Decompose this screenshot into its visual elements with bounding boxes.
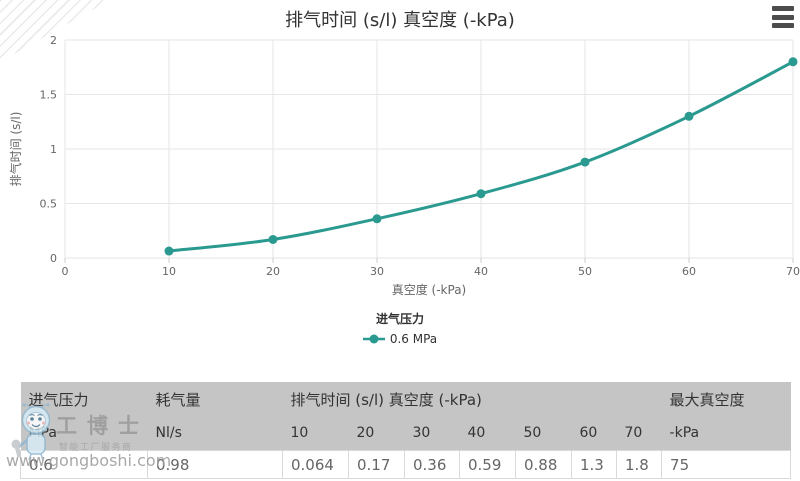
table-header-cell: 最大真空度 <box>661 382 791 416</box>
chart-context-menu-button[interactable] <box>770 5 796 29</box>
table-cell: 0.17 <box>348 450 405 479</box>
spec-table-wrap: 进气压力 耗气量 排气时间 (s/l) 真空度 (-kPa) 最大真空度 MPa Nl/s… <box>20 382 792 479</box>
svg-text:0: 0 <box>50 252 57 265</box>
table-subheader-cell: -kPa <box>661 416 791 451</box>
table-header-cell: 耗气量 <box>147 382 283 416</box>
table-cell: 0.064 <box>282 450 349 479</box>
table-header-cell: 排气时间 (s/l) 真空度 (-kPa) <box>282 382 662 416</box>
table-subheader-cell: MPa <box>20 416 148 451</box>
x-axis-title: 真空度 (-kPa) <box>391 283 467 297</box>
table-subheader-cell: 40 <box>459 416 516 451</box>
svg-text:40: 40 <box>474 265 488 278</box>
svg-text:1: 1 <box>50 143 57 156</box>
svg-text:50: 50 <box>578 265 592 278</box>
legend-marker-icon <box>362 334 385 344</box>
table-subheader-cell: 20 <box>348 416 405 451</box>
chart-title: 排气时间 (s/l) 真空度 (-kPa) <box>285 10 515 31</box>
svg-text:30: 30 <box>370 265 384 278</box>
legend-item-label: 0.6 MPa <box>389 332 438 346</box>
svg-text:20: 20 <box>266 265 280 278</box>
table-subheader-cell: Nl/s <box>147 416 283 451</box>
legend: 进气压力 0.6 MPa <box>0 310 800 346</box>
table-cell: 0.98 <box>147 450 283 479</box>
table-cell: 0.6 <box>20 450 148 479</box>
svg-text:0.5: 0.5 <box>40 198 58 211</box>
table-cell: 1.8 <box>615 450 663 479</box>
table-cell: 1.3 <box>571 450 617 479</box>
table-cell: 0.36 <box>404 450 460 479</box>
table-subheader-cell: 60 <box>571 416 617 451</box>
table-header-cell: 进气压力 <box>20 382 148 416</box>
legend-title: 进气压力 <box>375 312 424 326</box>
svg-text:1.5: 1.5 <box>40 89 58 102</box>
svg-text:60: 60 <box>682 265 696 278</box>
table-row: 0.6 0.98 0.064 0.17 0.36 0.59 0.88 1.3 1.8 75 <box>20 450 792 479</box>
svg-text:2: 2 <box>50 34 57 47</box>
svg-text:0: 0 <box>62 265 69 278</box>
svg-text:10: 10 <box>162 265 176 278</box>
table-subheader-cell: 70 <box>616 416 662 451</box>
table-cell: 75 <box>661 450 792 479</box>
table-cell: 0.88 <box>515 450 572 479</box>
table-subheader-cell: 50 <box>515 416 572 451</box>
table-cell: 0.59 <box>459 450 516 479</box>
spec-table: 进气压力 耗气量 排气时间 (s/l) 真空度 (-kPa) 最大真空度 MPa Nl/s… <box>20 382 792 479</box>
legend-item[interactable]: 0.6 MPa <box>362 332 438 346</box>
table-subheader-cell: 30 <box>404 416 460 451</box>
table-subheader-cell: 10 <box>282 416 349 451</box>
svg-text:排气时间 (s/l): 排气时间 (s/l) <box>8 112 23 187</box>
svg-text:70: 70 <box>786 265 800 278</box>
